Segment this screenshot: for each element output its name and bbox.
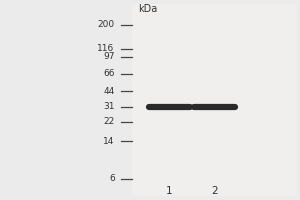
Text: 66: 66 bbox=[103, 69, 115, 78]
Text: 200: 200 bbox=[98, 20, 115, 29]
Text: 2: 2 bbox=[212, 186, 218, 196]
Text: 6: 6 bbox=[109, 174, 115, 183]
Text: 14: 14 bbox=[103, 137, 115, 146]
Text: 1: 1 bbox=[166, 186, 172, 196]
Text: 97: 97 bbox=[103, 52, 115, 61]
Text: 44: 44 bbox=[103, 87, 115, 96]
Text: 22: 22 bbox=[103, 117, 115, 126]
Text: 31: 31 bbox=[103, 102, 115, 111]
Text: kDa: kDa bbox=[138, 4, 158, 14]
Text: 116: 116 bbox=[98, 44, 115, 53]
Bar bbox=[132, 4, 297, 196]
